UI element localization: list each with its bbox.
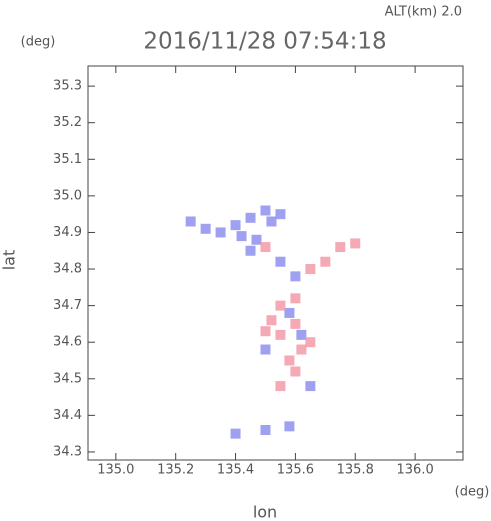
echo-point [290, 271, 301, 282]
echo-point [305, 381, 316, 392]
x-tick-label: 135.8 [337, 463, 374, 478]
y-tick-label: 34.8 [53, 262, 82, 277]
echo-point [275, 209, 286, 220]
echo-point [245, 212, 256, 223]
echo-point [320, 256, 331, 267]
echo-point [266, 315, 277, 326]
echo-point [290, 318, 301, 329]
echo-point [290, 293, 301, 304]
echo-point [290, 366, 301, 377]
subtitle: ALT(km) 2.0 [385, 5, 462, 20]
y-tick-label: 34.5 [53, 371, 82, 386]
echo-point [284, 421, 295, 432]
x-tick-label: 136.0 [397, 463, 434, 478]
y-tick-label: 34.3 [53, 444, 82, 459]
x-tick-label: 135.2 [157, 463, 194, 478]
x-axis-label: lon [253, 503, 277, 521]
echo-point [200, 223, 211, 234]
echo-point [275, 381, 286, 392]
y-tick-label: 34.4 [53, 408, 82, 423]
echo-point [296, 329, 307, 340]
echo-point [185, 216, 196, 227]
x-tick-label: 135.6 [277, 463, 314, 478]
y-tick-label: 35.0 [53, 188, 82, 203]
chart-title: 2016/11/28 07:54:18 [143, 29, 386, 55]
echo-point [260, 326, 271, 337]
plot-frame [87, 65, 464, 461]
x-unit: (deg) [455, 485, 490, 500]
echo-point [296, 344, 307, 355]
echo-point [305, 337, 316, 348]
y-tick-label: 34.6 [53, 335, 82, 350]
y-tick-label: 35.2 [53, 115, 82, 130]
y-tick-label: 35.1 [53, 152, 82, 167]
y-tick-label: 35.3 [53, 79, 82, 94]
echo-point [230, 428, 241, 439]
y-tick-label: 34.9 [53, 225, 82, 240]
echo-point [260, 242, 271, 253]
echo-point [335, 242, 346, 253]
echo-point [275, 256, 286, 267]
echo-point [260, 344, 271, 355]
echo-point [260, 205, 271, 216]
echo-point [260, 425, 271, 436]
y-unit: (deg) [21, 35, 56, 50]
y-axis-label: lat [0, 250, 19, 271]
echo-point [236, 231, 247, 242]
echo-point [284, 355, 295, 366]
echo-point [275, 329, 286, 340]
y-tick-label: 34.7 [53, 298, 82, 313]
echo-point [266, 216, 277, 227]
echo-point [275, 300, 286, 311]
x-tick-label: 135.0 [97, 463, 134, 478]
x-tick-label: 135.4 [217, 463, 254, 478]
echo-point [251, 234, 262, 245]
echo-point [350, 238, 361, 249]
echo-point [215, 227, 226, 238]
echo-point [305, 264, 316, 275]
echo-point [284, 307, 295, 318]
echo-point [245, 245, 256, 256]
echo-point [230, 220, 241, 231]
